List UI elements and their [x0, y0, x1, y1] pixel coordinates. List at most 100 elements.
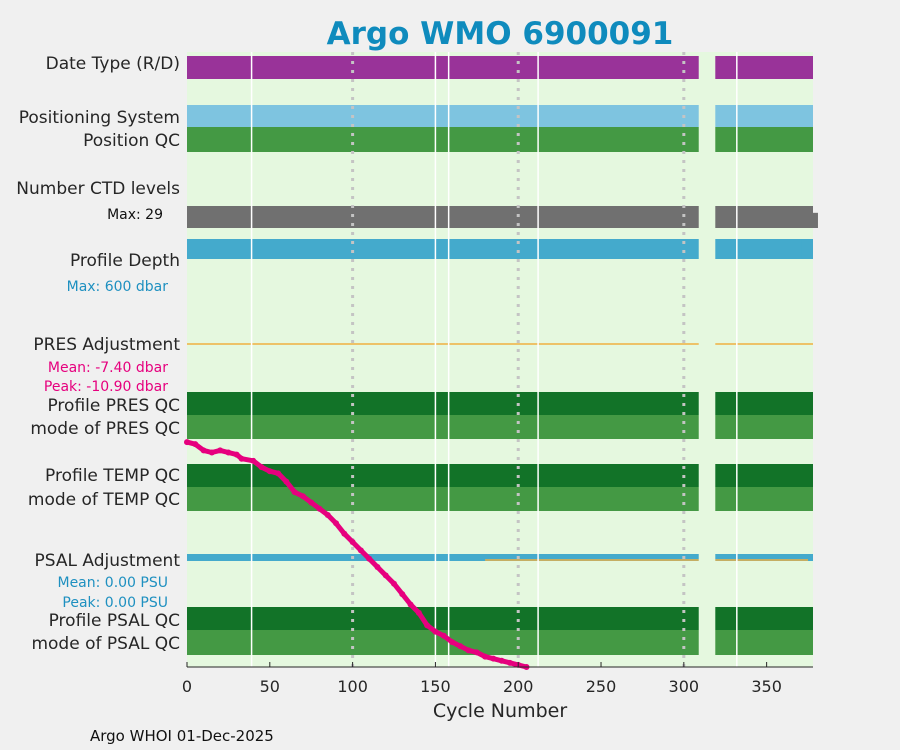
label-mode-temp-qc: mode of TEMP QC: [28, 490, 180, 510]
grid-lines: [351, 52, 686, 667]
pres-adjustment-point: [440, 632, 447, 639]
label-depth-max: Max: 600 dbar: [67, 279, 169, 295]
label-pres-mean: Mean: -7.40 dbar: [48, 360, 168, 376]
label-date-type: Date Type (R/D): [46, 54, 180, 74]
depth-tail-bar: [801, 239, 807, 258]
pres-adjustment-point: [490, 655, 497, 662]
pres-adjustment-point: [399, 591, 406, 598]
pres-adjustment-point: [357, 547, 364, 554]
band-mode-psal-qc: [187, 630, 813, 655]
ctd-tail-bar: [808, 211, 813, 228]
pres-adjustment-point: [349, 539, 356, 546]
pres-adjustment-point: [316, 505, 323, 512]
chart-title: Argo WMO 6900091: [327, 16, 674, 52]
label-position-qc: Position QC: [83, 131, 180, 151]
qc-bands: [187, 56, 818, 655]
x-tick-label: 350: [751, 677, 782, 696]
band-ctd-levels: [187, 206, 813, 228]
pres-adjustment-point: [382, 572, 389, 579]
pres-adjustment-point: [238, 455, 245, 462]
depth-tail-bar: [806, 239, 812, 256]
label-psal-adjustment: PSAL Adjustment: [35, 551, 181, 571]
x-axis-label: Cycle Number: [433, 700, 567, 722]
label-profile-psal-qc: Profile PSAL QC: [49, 611, 180, 631]
label-mode-psal-qc: mode of PSAL QC: [31, 634, 180, 654]
pres-adjustment-point: [473, 649, 480, 656]
pres-adjustment-point: [374, 564, 381, 571]
x-tick-label: 300: [669, 677, 700, 696]
x-tick-label: 0: [182, 677, 192, 696]
pres-adjustment-point: [299, 493, 306, 500]
ctd-tail-bar: [793, 207, 799, 228]
depth-tail-bar: [796, 239, 802, 259]
band-profile-depth: [187, 239, 813, 259]
label-profile-temp-qc: Profile TEMP QC: [45, 466, 180, 486]
separator-lines: [250, 52, 738, 667]
label-ctd-max: Max: 29: [107, 207, 163, 223]
band-date-type: [187, 56, 813, 79]
pres-adjustment-point: [432, 628, 439, 635]
pres-adjustment-point: [291, 489, 298, 496]
pres-adjustment-point: [250, 457, 257, 464]
pres-adjustment-point: [498, 657, 505, 664]
pres-adjustment-point: [391, 580, 398, 587]
depth-tail-bar: [811, 239, 813, 254]
pres-adjustment-point: [192, 441, 199, 448]
pres-adjustment-point: [233, 451, 240, 458]
pres-adjustment-point: [482, 653, 489, 660]
x-tick-label: 50: [260, 677, 280, 696]
label-positioning-system: Positioning System: [19, 108, 180, 128]
label-pres-peak: Peak: -10.90 dbar: [44, 379, 168, 395]
pres-adjustment-point: [217, 447, 224, 454]
x-tick-label: 150: [420, 677, 451, 696]
pres-adjustment-point: [283, 478, 290, 485]
pres-adjustment-point: [448, 639, 455, 646]
ctd-tail-bar: [783, 206, 789, 228]
pres-adjustment-point: [333, 520, 340, 527]
ctd-tail-bar: [813, 212, 818, 228]
band-position-qc: [187, 127, 813, 152]
pres-adjustment-point: [308, 499, 315, 506]
band-positioning-system: [187, 105, 813, 127]
pres-adjustment-point: [465, 647, 472, 654]
label-psal-peak: Peak: 0.00 PSU: [62, 595, 168, 611]
band-profile-pres-qc: [187, 392, 813, 415]
band-profile-psal-qc: [187, 607, 813, 630]
pres-adjustment-point: [424, 622, 431, 629]
label-mode-pres-qc: mode of PRES QC: [30, 419, 180, 439]
pres-adjustment-point: [457, 643, 464, 650]
band-mode-temp-qc: [187, 487, 813, 511]
pres-adjustment-point: [258, 464, 265, 471]
gap-column: [698, 52, 716, 667]
pres-adjustment-point: [366, 555, 373, 562]
footer-text: Argo WHOI 01-Dec-2025: [90, 727, 274, 745]
ctd-tail-bar: [798, 208, 804, 228]
gap-columns: [698, 52, 716, 667]
x-tick-label: 200: [503, 677, 534, 696]
x-tick-label: 100: [337, 677, 368, 696]
label-ctd-levels: Number CTD levels: [16, 179, 180, 199]
ctd-tail-bar: [788, 206, 794, 228]
pres-adjustment-point: [341, 530, 348, 537]
band-mode-pres-qc: [187, 415, 813, 439]
label-profile-depth: Profile Depth: [70, 251, 180, 271]
pres-adjustment-point: [275, 470, 282, 477]
pres-adjustment-point: [407, 601, 414, 608]
pres-adjustment-point: [266, 468, 273, 475]
ctd-tail-bar: [803, 209, 809, 228]
pres-adjustment-curve: [184, 439, 530, 670]
label-profile-pres-qc: Profile PRES QC: [47, 396, 180, 416]
label-psal-mean: Mean: 0.00 PSU: [57, 575, 168, 591]
band-profile-temp-qc: [187, 464, 813, 487]
pres-adjustment-point: [506, 659, 513, 666]
pres-adjustment-point: [200, 447, 207, 454]
x-tick-label: 250: [586, 677, 617, 696]
pres-adjustment-point: [415, 609, 422, 616]
psal-adjustment-band: [187, 554, 813, 561]
pres-adjustment-point: [208, 449, 215, 456]
x-axis-ticks: 0 50 100 150 200 250 300 350: [182, 662, 782, 696]
label-pres-adjustment: PRES Adjustment: [33, 335, 180, 355]
pres-adjustment-point: [225, 449, 232, 456]
pres-adjustment-point: [324, 511, 331, 518]
